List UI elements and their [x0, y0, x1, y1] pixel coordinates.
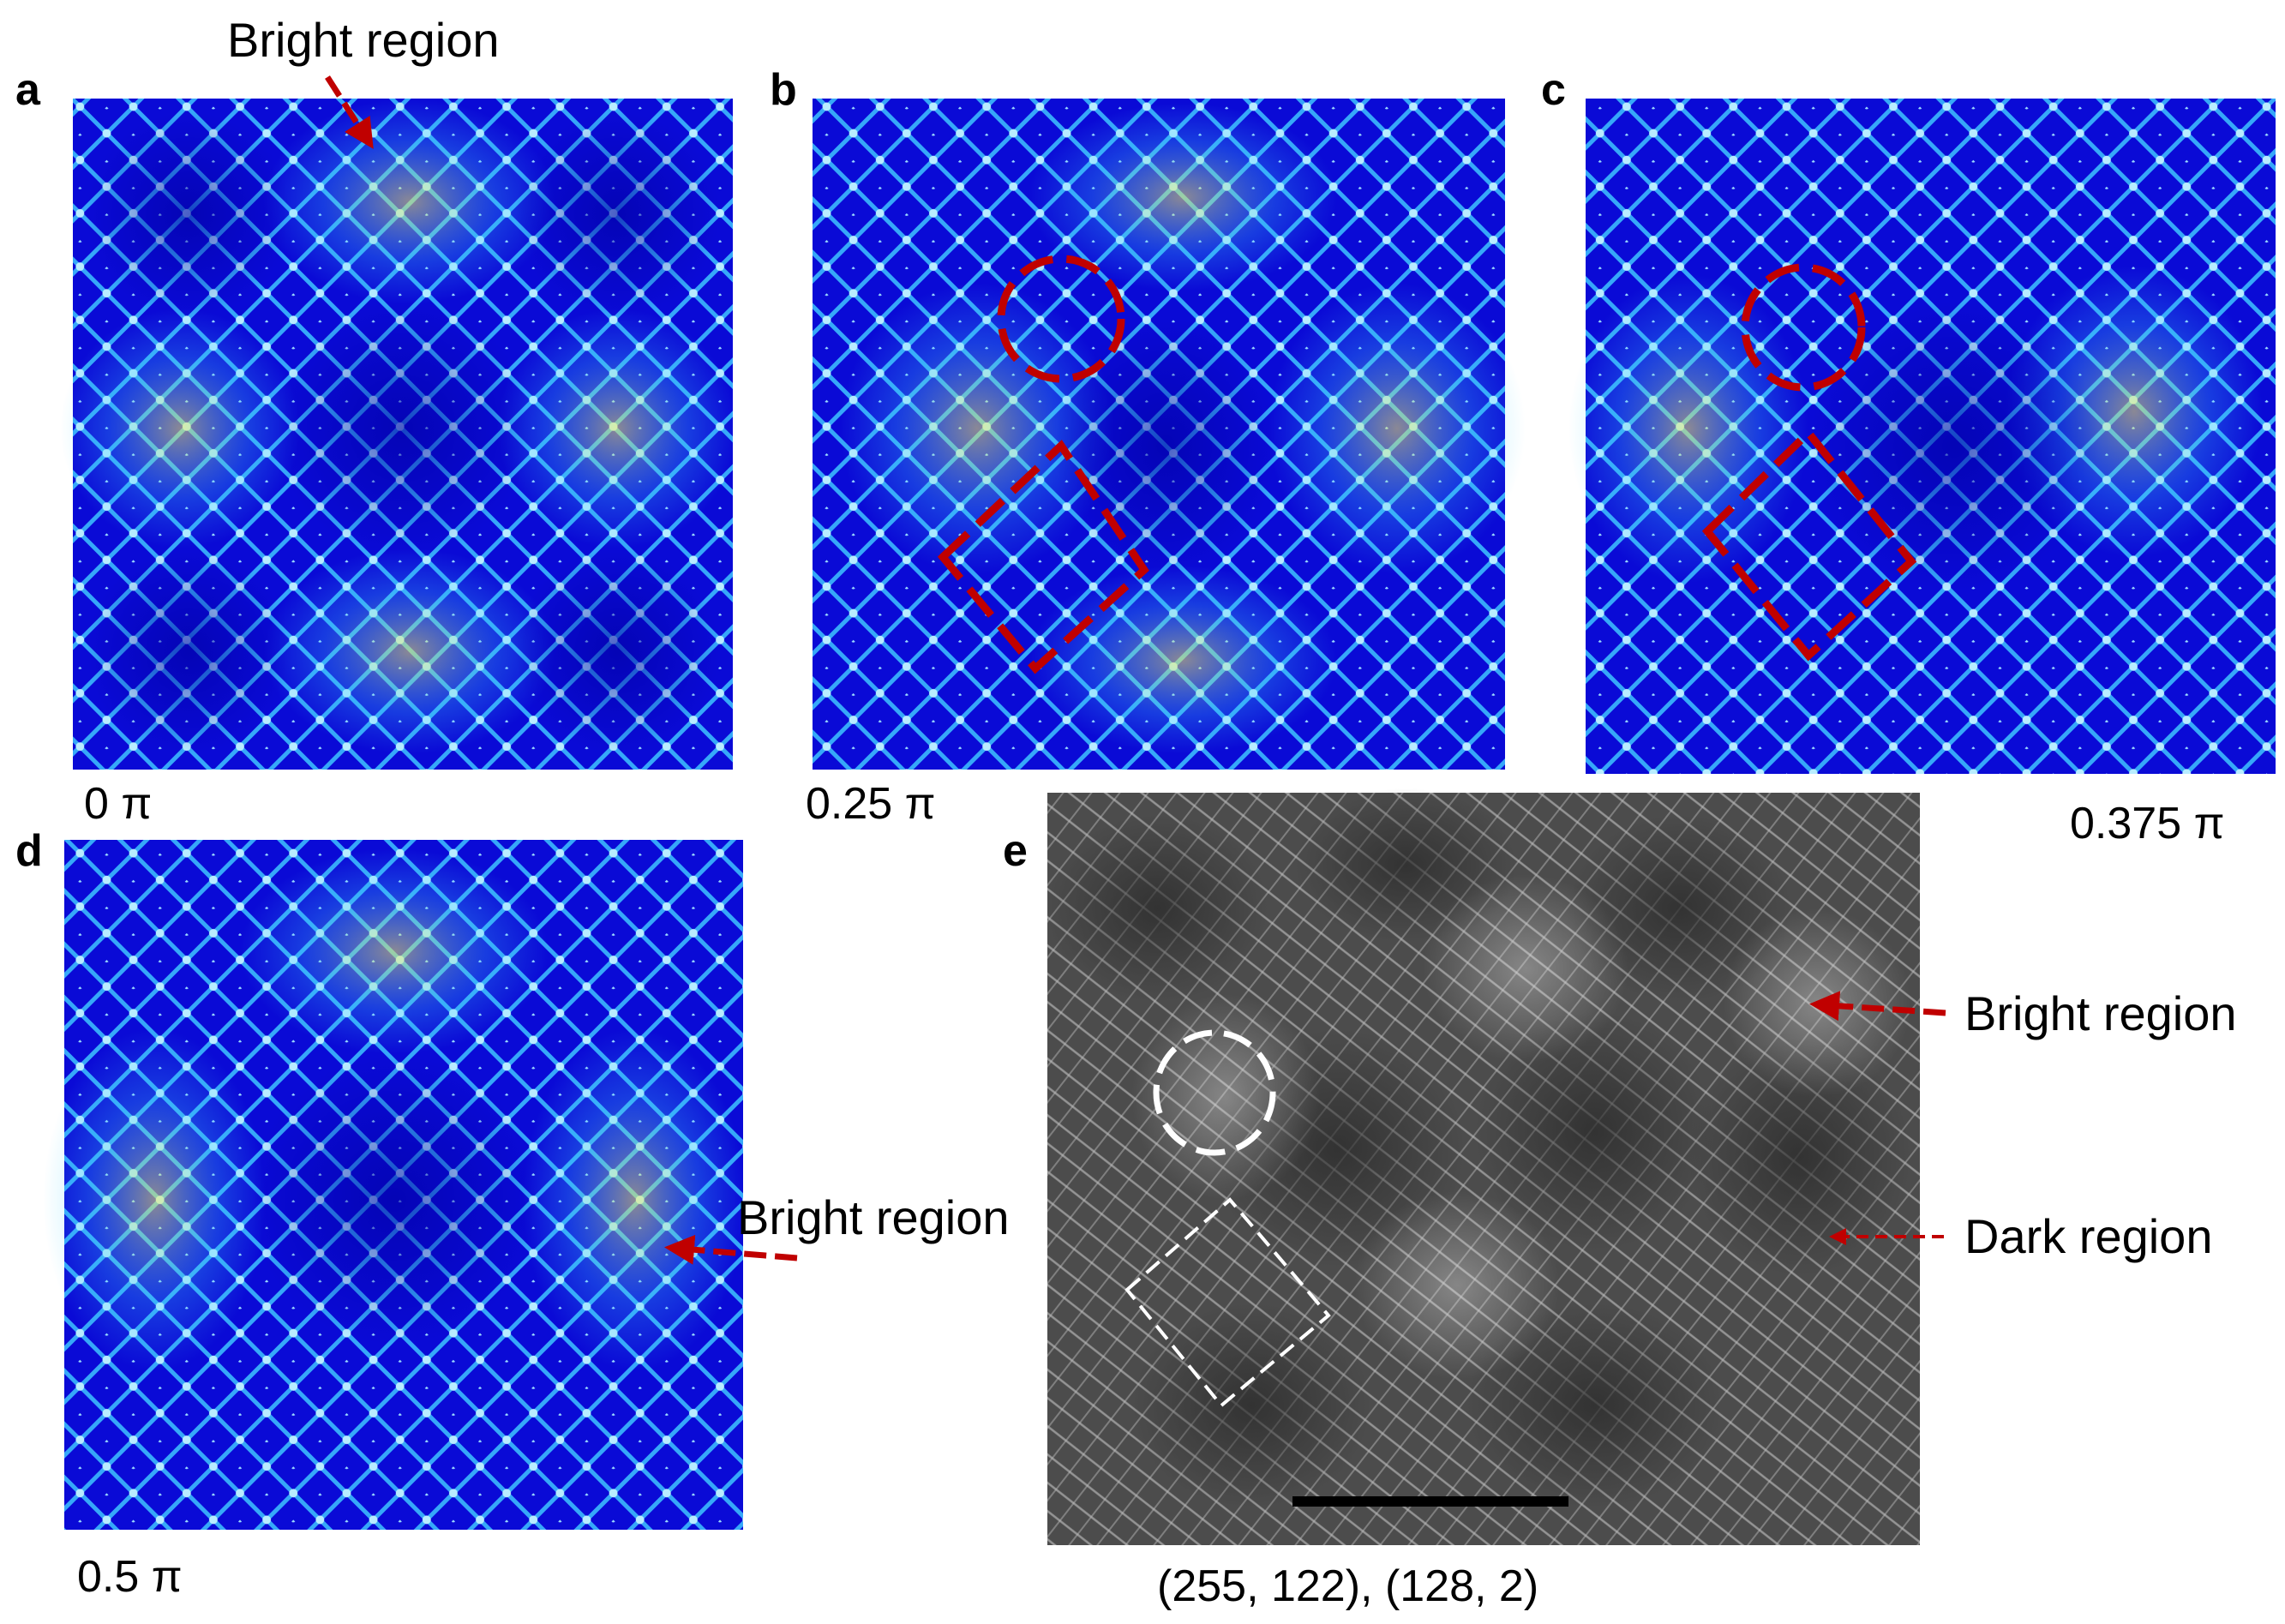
sem-shading-e: [1046, 788, 1911, 1508]
dashed-circle-c: [1741, 263, 1866, 392]
annotation-dark-region-e: Dark region: [1964, 1209, 2212, 1263]
dashed-square-e: [1125, 1197, 1331, 1408]
caption-b: 0.25 π: [806, 779, 936, 829]
panel-label-e: e: [1003, 826, 1028, 876]
caption-e: (255, 122), (128, 2): [1157, 1561, 1538, 1611]
panel-b: b 0.25 π: [770, 65, 1526, 829]
annotation-bright-region-d: Bright region: [737, 1190, 1010, 1244]
panel-a: a Bright region 0 π: [15, 13, 737, 829]
caption-c: 0.375 π: [2070, 799, 2224, 848]
panel-label-d: d: [15, 826, 43, 876]
caption-d: 0.5 π: [77, 1552, 183, 1602]
panel-d: d Bright region 0.5 π: [15, 826, 1010, 1602]
arrow-bright-region-e: [1809, 991, 1946, 1022]
panel-e: e Bright region Dark region (255, 122), …: [1003, 788, 2237, 1611]
panel-c: c 0.375 π: [1541, 65, 2276, 848]
dashed-circle-b: [997, 255, 1125, 383]
annotation-bright-region-a: Bright region: [227, 13, 500, 67]
arrow-bright-region-a: [325, 75, 374, 149]
scale-bar-e: [1292, 1496, 1568, 1507]
intensity-overlay-c: [1568, 266, 2263, 591]
intensity-overlay-b: [840, 103, 1526, 754]
panel-label-c: c: [1541, 65, 1566, 115]
annotation-bright-region-e: Bright region: [1964, 986, 2237, 1040]
panel-label-b: b: [770, 65, 797, 115]
panel-label-a: a: [15, 65, 41, 115]
intensity-overlay-a: [60, 99, 737, 754]
arrow-bright-region-d: [664, 1234, 798, 1265]
dashed-circle-e: [1153, 1029, 1276, 1156]
intensity-overlay-d: [43, 848, 746, 1371]
caption-a: 0 π: [84, 779, 152, 829]
dashed-square-b: [937, 440, 1149, 674]
dashed-square-c: [1701, 427, 1917, 662]
